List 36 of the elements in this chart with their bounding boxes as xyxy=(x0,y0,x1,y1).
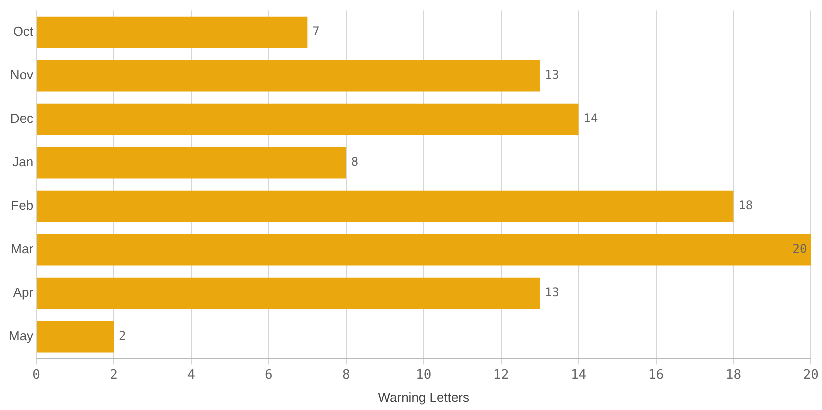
x-tick-label: 16 xyxy=(648,368,664,383)
bar xyxy=(37,60,540,92)
x-axis-title: Warning Letters xyxy=(378,390,470,405)
data-label: 13 xyxy=(545,286,560,300)
y-tick-label: Dec xyxy=(10,111,34,126)
data-label: 13 xyxy=(545,68,560,82)
y-tick-label: May xyxy=(8,328,34,344)
data-label: 7 xyxy=(312,24,320,39)
x-tick-label: 14 xyxy=(570,368,587,383)
x-tick-label: 4 xyxy=(188,368,196,383)
bar xyxy=(37,321,114,353)
bar xyxy=(37,234,812,266)
data-label: 2 xyxy=(119,329,126,344)
y-tick-label: Oct xyxy=(13,24,34,40)
x-tick-label: 12 xyxy=(494,368,510,383)
x-tick-label: 2 xyxy=(110,368,118,383)
data-label: 20 xyxy=(792,242,808,256)
y-tick-label: Feb xyxy=(11,198,34,214)
data-label: 8 xyxy=(351,155,359,170)
bar xyxy=(37,278,540,310)
data-label: 18 xyxy=(738,198,754,213)
x-tick-label: 20 xyxy=(803,368,819,383)
data-label: 14 xyxy=(584,112,598,126)
x-tick-label: 18 xyxy=(726,368,742,383)
bar xyxy=(37,16,308,48)
y-tick-label: Mar xyxy=(11,242,34,257)
bar xyxy=(37,147,346,179)
bar xyxy=(37,190,734,222)
y-tick-label: Jan xyxy=(12,154,34,170)
x-tick-label: 8 xyxy=(342,368,350,383)
bar xyxy=(37,104,579,136)
x-tick-label: 10 xyxy=(416,368,432,383)
y-tick-label: Nov xyxy=(10,68,34,83)
x-tick-label: 0 xyxy=(32,368,40,383)
x-tick-label: 6 xyxy=(265,368,273,383)
y-tick-label: Apr xyxy=(13,285,34,300)
